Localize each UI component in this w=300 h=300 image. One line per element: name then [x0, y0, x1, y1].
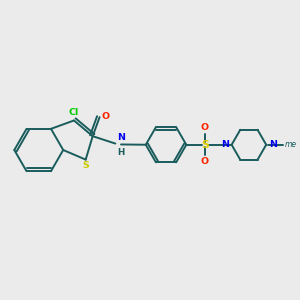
Text: N: N: [221, 140, 229, 149]
Text: O: O: [201, 157, 209, 166]
Text: N: N: [269, 140, 277, 149]
Text: N: N: [117, 133, 125, 142]
Text: S: S: [201, 140, 209, 150]
Text: S: S: [82, 161, 89, 170]
Text: O: O: [201, 123, 209, 132]
Text: O: O: [102, 112, 110, 121]
Text: me: me: [285, 140, 297, 149]
Text: Cl: Cl: [68, 109, 79, 118]
Text: H: H: [117, 148, 124, 157]
